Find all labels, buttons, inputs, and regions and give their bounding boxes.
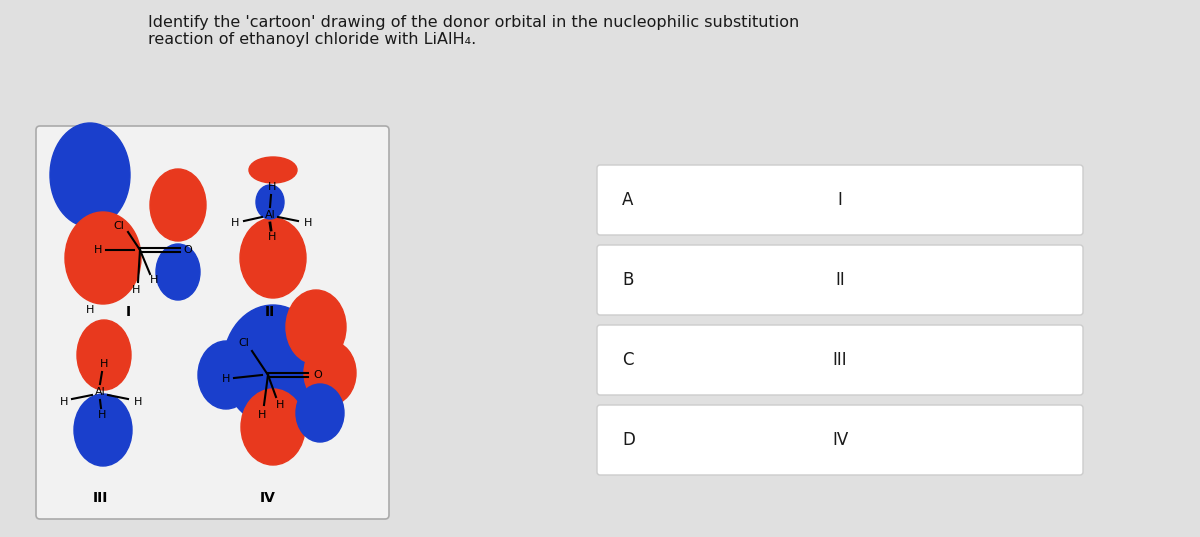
Text: H: H [268, 232, 276, 242]
Text: H: H [230, 218, 239, 228]
FancyBboxPatch shape [598, 245, 1084, 315]
Text: D: D [622, 431, 635, 449]
Text: II: II [835, 271, 845, 289]
Ellipse shape [241, 389, 305, 465]
Ellipse shape [286, 290, 346, 364]
Text: B: B [622, 271, 634, 289]
Text: I: I [838, 191, 842, 209]
Ellipse shape [223, 305, 323, 425]
Text: H: H [150, 275, 158, 285]
Text: H: H [98, 410, 106, 420]
Text: H: H [222, 374, 230, 384]
Text: II: II [265, 305, 275, 319]
Text: H: H [258, 410, 266, 420]
Ellipse shape [256, 185, 284, 219]
Ellipse shape [74, 394, 132, 466]
Text: H: H [132, 285, 140, 295]
Text: H: H [304, 218, 312, 228]
Text: IV: IV [260, 491, 276, 505]
Text: H: H [100, 359, 108, 369]
Ellipse shape [50, 123, 130, 227]
Ellipse shape [77, 320, 131, 390]
Text: IV: IV [832, 431, 848, 449]
Ellipse shape [304, 341, 356, 405]
Text: I: I [126, 305, 131, 319]
Text: III: III [92, 491, 108, 505]
Text: O: O [313, 370, 323, 380]
FancyBboxPatch shape [598, 165, 1084, 235]
Text: H: H [60, 397, 68, 407]
FancyBboxPatch shape [598, 325, 1084, 395]
Ellipse shape [296, 384, 344, 442]
FancyBboxPatch shape [598, 405, 1084, 475]
Text: A: A [622, 191, 634, 209]
Ellipse shape [240, 218, 306, 298]
Ellipse shape [65, 212, 142, 304]
Text: O: O [184, 245, 192, 255]
Text: H: H [268, 182, 276, 192]
FancyBboxPatch shape [36, 126, 389, 519]
Text: C: C [622, 351, 634, 369]
Ellipse shape [156, 244, 200, 300]
Text: Cl: Cl [113, 221, 124, 231]
Text: H: H [276, 400, 284, 410]
Ellipse shape [150, 169, 206, 241]
Text: H: H [134, 397, 142, 407]
Ellipse shape [198, 341, 254, 409]
Text: Al: Al [265, 210, 275, 220]
Text: III: III [833, 351, 847, 369]
Text: H: H [94, 245, 102, 255]
Text: H: H [86, 305, 94, 315]
Text: Identify the 'cartoon' drawing of the donor orbital in the nucleophilic substitu: Identify the 'cartoon' drawing of the do… [148, 15, 799, 47]
Ellipse shape [250, 157, 298, 183]
Text: Cl: Cl [239, 338, 250, 348]
Text: Al: Al [95, 387, 106, 397]
